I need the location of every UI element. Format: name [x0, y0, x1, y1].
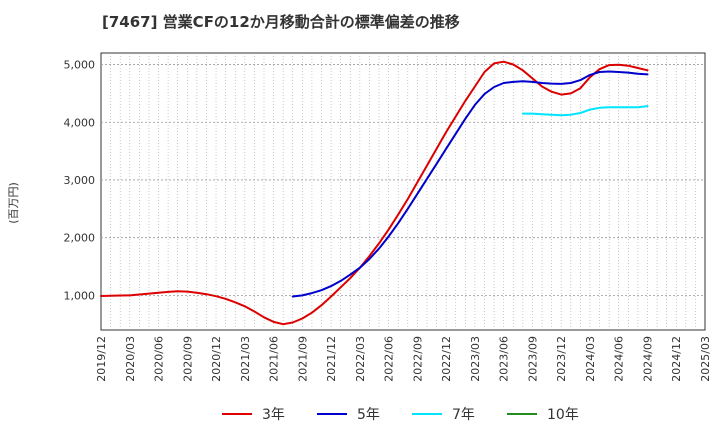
series-line-3年 — [100, 60, 649, 326]
x-tick-label: 2020/09 — [181, 336, 194, 382]
legend-label: 5年 — [357, 407, 380, 423]
series-line-5年 — [291, 70, 649, 298]
x-tick-label: 2024/09 — [641, 336, 654, 382]
y-axis-ticks: 1,000 2,000 3,000 4,000 5,000 — [64, 59, 96, 303]
x-tick-label: 2022/06 — [383, 336, 396, 382]
x-tick-label: 2023/09 — [526, 336, 539, 382]
x-tick-label: 2022/12 — [440, 336, 453, 382]
y-tick-label: 2,000 — [64, 232, 96, 245]
x-tick-label: 2024/03 — [584, 336, 597, 382]
y-axis-label: (百万円) — [7, 182, 20, 224]
x-tick-label: 2020/06 — [153, 336, 166, 382]
chart-title: [7467] 営業CFの12か月移動合計の標準偏差の推移 — [102, 13, 460, 31]
y-tick-label: 3,000 — [64, 174, 96, 187]
series-lines — [100, 60, 649, 326]
x-tick-label: 2020/03 — [124, 336, 137, 382]
x-tick-label: 2021/03 — [239, 336, 252, 382]
legend-label: 7年 — [452, 407, 475, 423]
x-tick-label: 2024/06 — [613, 336, 626, 382]
x-tick-label: 2022/03 — [354, 336, 367, 382]
x-tick-label: 2020/12 — [210, 336, 223, 382]
y-tick-label: 1,000 — [64, 289, 96, 302]
x-tick-label: 2023/03 — [469, 336, 482, 382]
x-tick-label: 2022/09 — [411, 336, 424, 382]
legend-label: 3年 — [262, 407, 285, 423]
x-tick-label: 2021/06 — [268, 336, 281, 382]
legend-label: 10年 — [547, 407, 579, 423]
x-tick-label: 2025/03 — [699, 336, 712, 382]
x-tick-label: 2021/09 — [296, 336, 309, 382]
plot-area — [100, 52, 706, 331]
x-tick-label: 2023/06 — [498, 336, 511, 382]
x-tick-label: 2023/12 — [555, 336, 568, 382]
series-line-7年 — [521, 105, 649, 117]
legend: 3年 5年 7年 10年 — [222, 407, 579, 423]
y-tick-label: 4,000 — [64, 116, 96, 129]
x-tick-label: 2021/12 — [325, 336, 338, 382]
x-tick-label: 2024/12 — [670, 336, 683, 382]
x-tick-label: 2019/12 — [95, 336, 108, 382]
x-axis-ticks: 2019/12 2020/03 2020/06 2020/09 2020/12 2021/… — [95, 336, 712, 382]
y-tick-label: 5,000 — [64, 59, 96, 72]
grid — [101, 53, 705, 330]
